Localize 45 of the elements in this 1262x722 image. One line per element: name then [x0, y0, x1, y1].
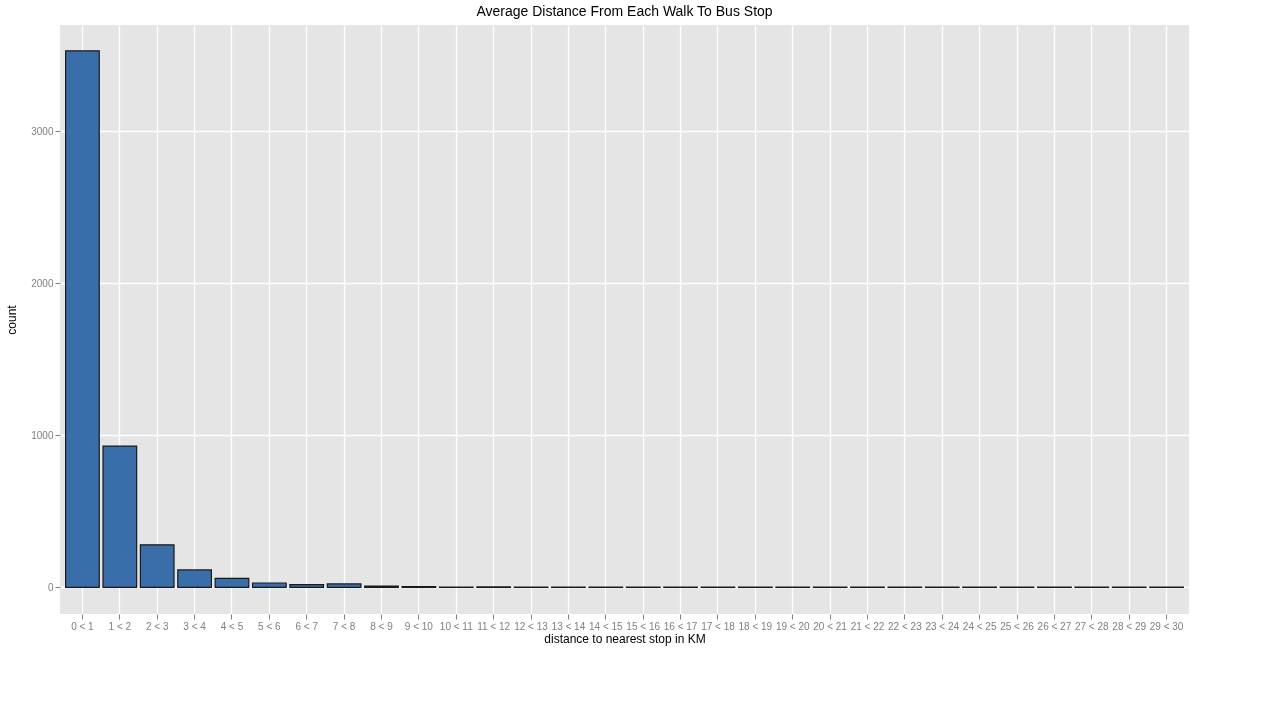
x-tick-label: 17 < 18 — [701, 620, 736, 632]
x-axis-title: distance to nearest stop in KM — [544, 631, 706, 646]
x-tick-label: 5 < 6 — [258, 620, 282, 632]
x-tick-label: 15 < 16 — [626, 620, 661, 632]
x-tick-label: 6 < 7 — [295, 620, 319, 632]
x-tick-label: 0 < 1 — [71, 620, 95, 632]
x-tick-label: 24 < 25 — [962, 620, 997, 632]
x-tick-label: 8 < 9 — [370, 620, 394, 632]
x-tick-label: 12 < 13 — [514, 620, 549, 632]
x-tick-label: 18 < 19 — [738, 620, 773, 632]
x-tick-label: 9 < 10 — [404, 620, 434, 632]
y-axis-title: count — [5, 304, 20, 335]
bar — [326, 583, 362, 588]
bar — [251, 582, 287, 588]
x-tick-label: 29 < 30 — [1149, 620, 1184, 632]
x-tick-label: 7 < 8 — [332, 620, 356, 632]
x-tick-label: 20 < 21 — [813, 620, 848, 632]
x-tick-label: 27 < 28 — [1074, 620, 1110, 632]
y-tick-label: 3000 — [31, 125, 54, 137]
y-tick-label: 0 — [47, 581, 54, 593]
x-tick-label: 13 < 14 — [551, 620, 586, 632]
x-tick-label: 1 < 2 — [108, 620, 132, 632]
x-tick-label: 10 < 11 — [439, 620, 474, 632]
x-tick-label: 22 < 23 — [888, 620, 923, 632]
x-tick-label: 3 < 4 — [183, 620, 207, 632]
x-tick-label: 14 < 15 — [588, 620, 624, 632]
bar — [139, 544, 175, 588]
x-tick-label: 2 < 3 — [145, 620, 169, 632]
bar — [65, 50, 100, 588]
chart-title: Average Distance From Each Walk To Bus Stop — [476, 3, 773, 19]
bar — [289, 584, 325, 588]
x-tick-label: 19 < 20 — [775, 620, 810, 632]
x-tick-label: 4 < 5 — [220, 620, 244, 632]
y-tick-label: 2000 — [31, 277, 54, 289]
bar — [214, 577, 250, 588]
bar — [102, 445, 138, 588]
x-tick-label: 23 < 24 — [925, 620, 960, 632]
y-tick-label: 1000 — [31, 429, 54, 441]
bar — [177, 569, 213, 588]
x-tick-label: 16 < 17 — [663, 620, 698, 632]
x-tick-label: 28 < 29 — [1112, 620, 1147, 632]
x-tick-label: 11 < 12 — [477, 620, 511, 632]
x-tick-label: 25 < 26 — [1000, 620, 1035, 632]
x-tick-label: 21 < 22 — [850, 620, 885, 632]
x-tick-label: 26 < 27 — [1037, 620, 1072, 632]
